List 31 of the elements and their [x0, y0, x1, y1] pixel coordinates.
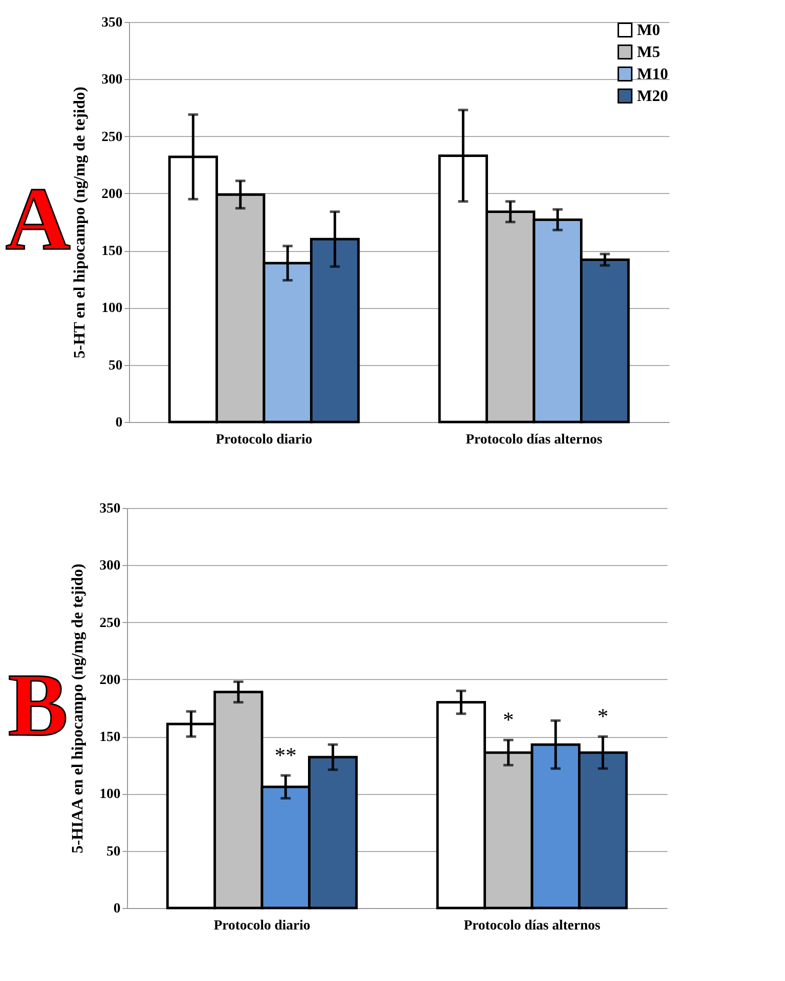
y-tick-label: 50	[106, 844, 120, 860]
y-tick-label: 350	[102, 16, 122, 30]
y-tick-label: 200	[100, 672, 120, 688]
x-tick-label: Protocolo diario	[214, 918, 310, 934]
y-tick-label: 200	[102, 186, 122, 202]
legend-label: M10	[637, 66, 668, 83]
legend-label: M0	[637, 22, 660, 39]
y-tick-label: 250	[100, 616, 120, 631]
x-tick-label: Protocolo días alternos	[464, 918, 601, 934]
data-label: *	[502, 707, 514, 732]
data-label: *	[597, 704, 608, 729]
y-tick-label: 250	[102, 130, 122, 145]
legend-label: M20	[637, 88, 668, 105]
y-tick-label: 300	[102, 72, 122, 88]
y-tick-label: 50	[108, 358, 122, 374]
y-tick-label: 350	[100, 502, 120, 516]
y-tick-label: 0	[114, 902, 120, 916]
x-tick-label: Protocolo días alternos	[466, 432, 603, 448]
y-axis-title: 5-HIAA en el hipocampo (ng/mg de tejido)	[70, 564, 86, 854]
y-tick-label: 100	[102, 301, 122, 316]
y-tick-label: 300	[100, 558, 120, 574]
data-label: **	[274, 742, 297, 768]
legend-label: M5	[637, 44, 660, 61]
y-axis-title: 5-HT en el hipocampo (ng/mg de tejido)	[72, 86, 88, 358]
y-tick-label: 100	[100, 787, 120, 802]
text: A	[6, 170, 70, 269]
x-tick-label: Protocolo diario	[216, 432, 312, 448]
y-tick-label: 150	[102, 244, 122, 260]
y-tick-label: 150	[100, 730, 120, 746]
text: B	[8, 656, 68, 755]
y-tick-label: 0	[116, 416, 122, 430]
